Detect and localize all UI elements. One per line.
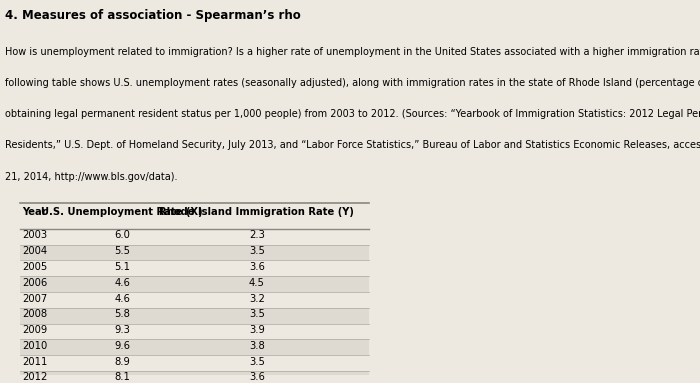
Text: 3.9: 3.9 — [249, 325, 265, 335]
Bar — [20, 245, 369, 260]
Text: 5.1: 5.1 — [114, 262, 130, 272]
Bar — [20, 371, 369, 383]
Text: Rhode Island Immigration Rate (Y): Rhode Island Immigration Rate (Y) — [160, 207, 354, 217]
Text: 3.6: 3.6 — [249, 372, 265, 382]
Text: 3.8: 3.8 — [249, 341, 265, 351]
Text: 2007: 2007 — [22, 293, 48, 304]
Text: 2006: 2006 — [22, 278, 48, 288]
Text: 2010: 2010 — [22, 341, 48, 351]
Text: 4.5: 4.5 — [249, 278, 265, 288]
Text: 6.0: 6.0 — [114, 231, 130, 241]
Text: 3.2: 3.2 — [249, 293, 265, 304]
Bar — [20, 339, 369, 355]
Text: 3.6: 3.6 — [249, 262, 265, 272]
Text: 2012: 2012 — [22, 372, 48, 382]
Text: 2011: 2011 — [22, 357, 48, 367]
Text: 2004: 2004 — [22, 246, 48, 256]
Bar — [20, 205, 369, 229]
Bar — [20, 308, 369, 324]
Text: 4. Measures of association - Spearman’s rho: 4. Measures of association - Spearman’s … — [5, 10, 301, 22]
Text: 2008: 2008 — [22, 309, 48, 319]
Text: 8.1: 8.1 — [114, 372, 130, 382]
Text: 3.5: 3.5 — [249, 246, 265, 256]
Text: 4.6: 4.6 — [114, 293, 130, 304]
Text: 3.5: 3.5 — [249, 357, 265, 367]
Bar — [20, 276, 369, 292]
Text: 8.9: 8.9 — [114, 357, 130, 367]
Text: following table shows U.S. unemployment rates (seasonally adjusted), along with : following table shows U.S. unemployment … — [5, 78, 700, 88]
Text: U.S. Unemployment Rate (X): U.S. Unemployment Rate (X) — [41, 207, 203, 217]
Text: 2009: 2009 — [22, 325, 48, 335]
Text: How is unemployment related to immigration? Is a higher rate of unemployment in : How is unemployment related to immigrati… — [5, 47, 700, 57]
Text: 4.6: 4.6 — [114, 278, 130, 288]
Text: 2003: 2003 — [22, 231, 48, 241]
Text: 5.5: 5.5 — [114, 246, 130, 256]
Text: 3.5: 3.5 — [249, 309, 265, 319]
Text: 9.6: 9.6 — [114, 341, 130, 351]
Text: 21, 2014, http://www.bls.gov/data).: 21, 2014, http://www.bls.gov/data). — [5, 172, 178, 182]
Text: 9.3: 9.3 — [114, 325, 130, 335]
Text: 5.8: 5.8 — [114, 309, 130, 319]
Text: 2.3: 2.3 — [249, 231, 265, 241]
Text: Residents,” U.S. Dept. of Homeland Security, July 2013, and “Labor Force Statist: Residents,” U.S. Dept. of Homeland Secur… — [5, 141, 700, 151]
Text: 2005: 2005 — [22, 262, 48, 272]
Text: obtaining legal permanent resident status per 1,000 people) from 2003 to 2012. (: obtaining legal permanent resident statu… — [5, 109, 700, 119]
Text: Year: Year — [22, 207, 48, 217]
